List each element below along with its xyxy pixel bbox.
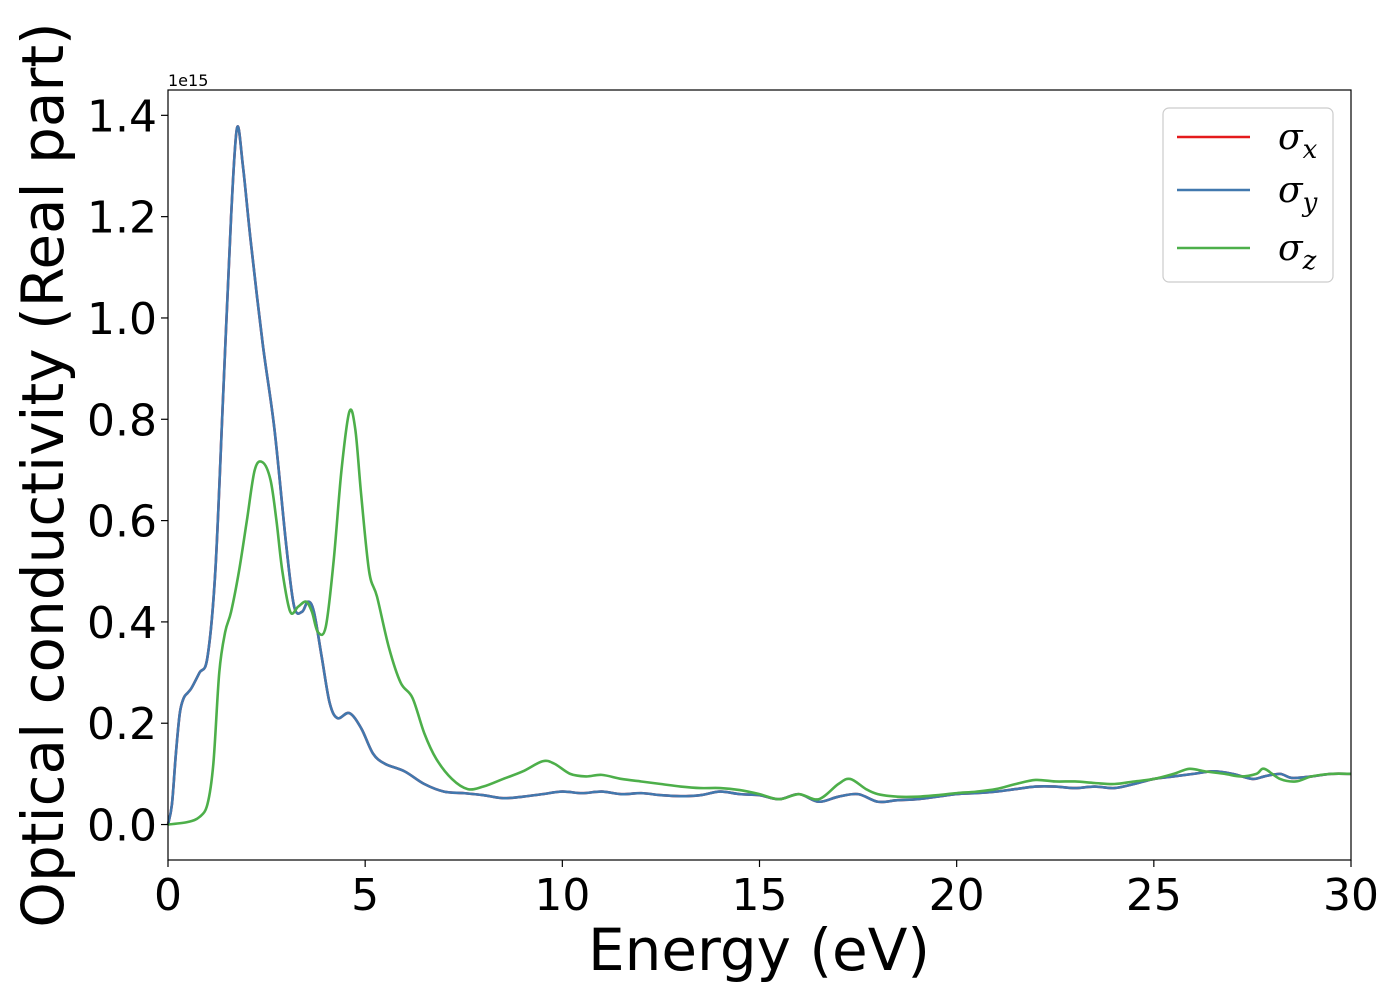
x-axis-title: Energy (eV) [588,916,930,984]
x-tick-label: 25 [1126,870,1182,921]
y-tick-label: 1.0 [87,294,157,345]
x-tick-label: 10 [534,870,590,921]
legend-label-symbol: σ [1278,117,1304,158]
legend-label-x: σx [1278,117,1318,165]
x-tick-label: 20 [929,870,985,921]
y-tick-label: 0.6 [87,497,157,548]
series-lines [166,125,1352,826]
legend-label-y: σy [1278,170,1318,218]
y-tick-label: 0.2 [87,699,157,750]
legend-label-subscript: x [1303,135,1318,165]
series-line-z [167,408,1352,826]
legend-label-subscript: y [1302,188,1318,218]
y-tick-label: 0.0 [87,801,157,852]
legend-box [1162,107,1334,283]
y-tick-label: 1.4 [87,91,157,142]
x-tick-label: 5 [351,870,379,921]
y-tick-label: 0.8 [87,395,157,446]
x-tick-label: 0 [154,870,182,921]
y-axis-ticks: 0.0 0.2 0.4 0.6 0.8 1.0 1.2 1.4 [87,91,168,852]
y-tick-label: 1.2 [87,193,157,244]
legend-label-symbol: σ [1278,170,1304,211]
x-tick-label: 15 [732,870,788,921]
y-tick-label: 0.4 [87,598,157,649]
x-axis-ticks: 0 5 10 15 20 25 30 [154,860,1379,921]
legend-label-subscript: z [1302,246,1317,276]
y-axis-title: Optical conductivity (Real part) [9,22,77,927]
x-tick-label: 30 [1323,870,1379,921]
series-line-y [166,125,1352,825]
legend-label-z: σz [1278,228,1317,276]
y-offset-text: 1e15 [168,71,208,90]
legend-label-symbol: σ [1278,228,1304,269]
